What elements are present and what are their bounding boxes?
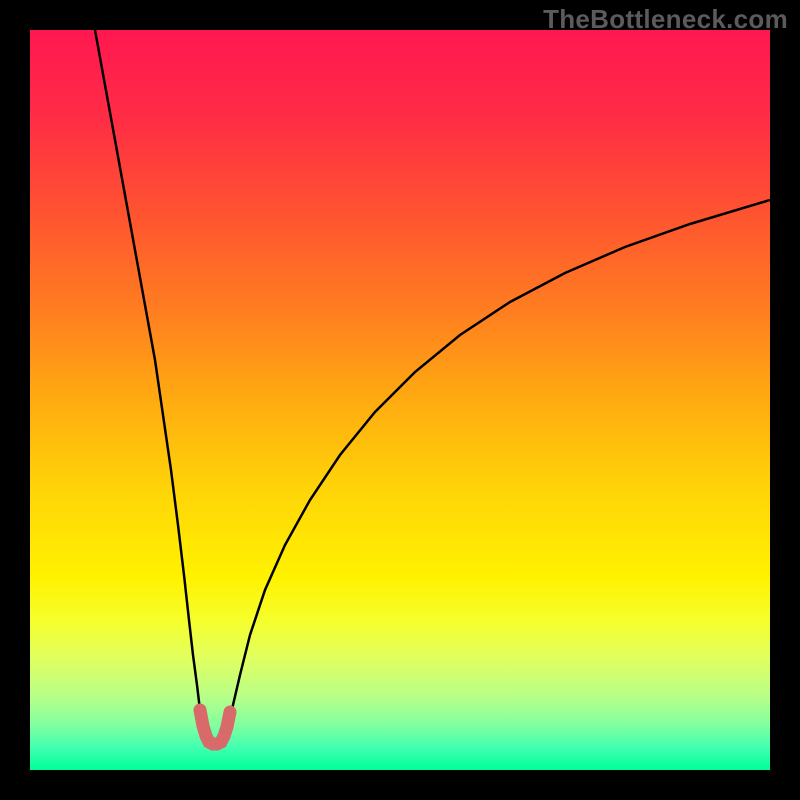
plot-area [30, 30, 770, 770]
watermark-text: TheBottleneck.com [543, 4, 788, 35]
chart-background [30, 30, 770, 770]
chart-frame: TheBottleneck.com [0, 0, 800, 800]
chart-svg [30, 30, 770, 770]
